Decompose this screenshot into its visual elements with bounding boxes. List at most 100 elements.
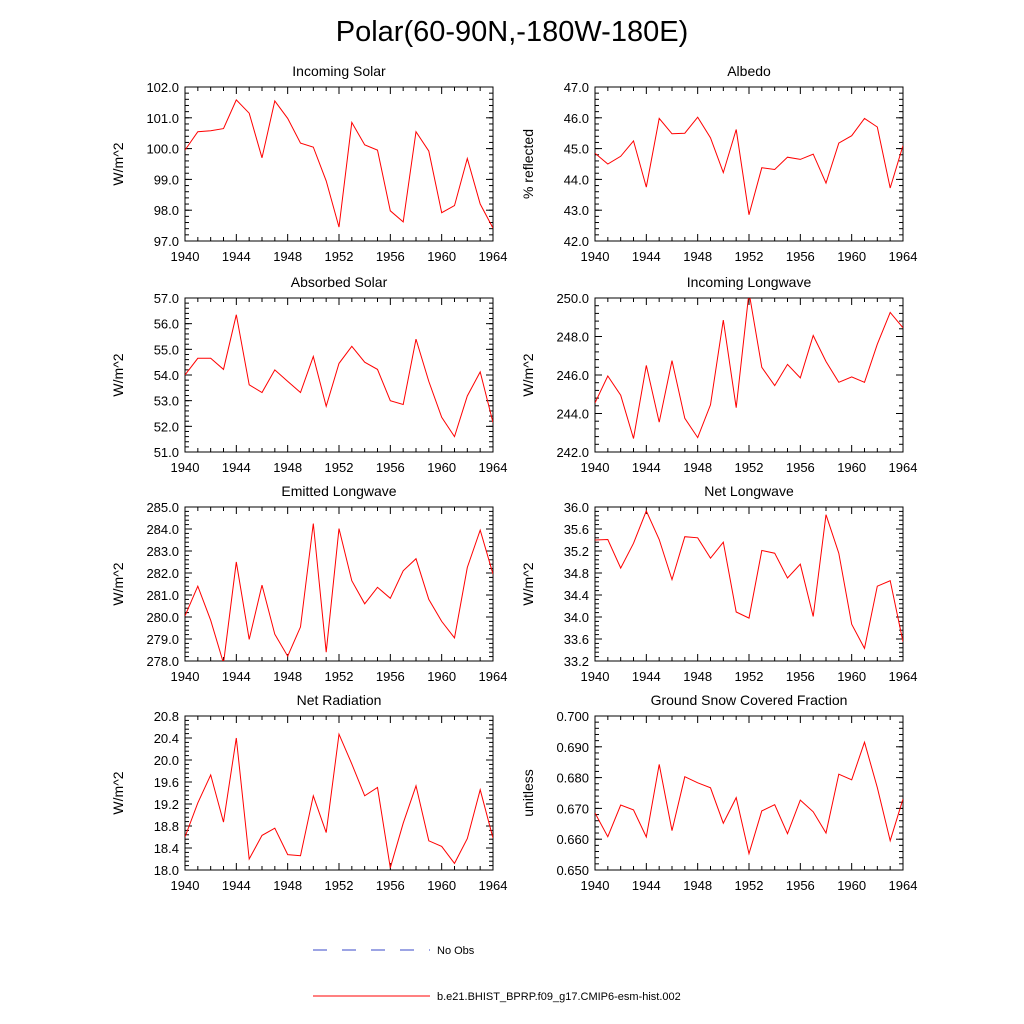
y-tick-label: 0.680	[556, 771, 589, 786]
y-tick-label: 20.0	[154, 753, 179, 768]
plot-frame	[594, 715, 904, 871]
chart-panel-6: 1940 1944 1948 1952 1956 1960 1964 33.2 33.6 34.0…	[520, 483, 917, 684]
y-axis-label: W/m^2	[110, 353, 126, 396]
x-tick-label: 1960	[837, 460, 866, 475]
y-tick-label: 101.0	[146, 111, 179, 126]
figure-title: Polar(60-90N,-180W-180E)	[336, 16, 688, 48]
y-tick-label: 0.700	[556, 709, 589, 724]
y-tick-label: 34.4	[564, 588, 589, 603]
x-tick-label: 1956	[376, 249, 405, 264]
y-tick-label: 36.0	[564, 500, 589, 515]
x-tick-label: 1964	[479, 460, 508, 475]
x-tick-label: 1944	[632, 460, 661, 475]
y-tick-label: 47.0	[564, 80, 589, 95]
x-tick-label: 1964	[889, 669, 918, 684]
plot-frame	[594, 506, 904, 662]
y-tick-label: 57.0	[154, 291, 179, 306]
legend: No Obs b.e21.BHIST_BPRP.f09_g17.CMIP6-es…	[313, 945, 681, 1003]
x-tick-label: 1964	[479, 669, 508, 684]
x-tick-label: 1948	[683, 460, 712, 475]
y-tick-label: 45.0	[564, 142, 589, 157]
x-tick-label: 1948	[273, 669, 302, 684]
y-tick-label: 280.0	[146, 610, 179, 625]
series-line	[595, 509, 903, 650]
chart-panel-1: 1940 1944 1948 1952 1956 1960 1964 97.0 98.0 99.0…	[110, 63, 507, 264]
y-tick-label: 0.690	[556, 740, 589, 755]
y-axis-label: unitless	[520, 769, 536, 816]
x-tick-label: 1952	[735, 249, 764, 264]
plot-frame	[594, 297, 904, 453]
plot-frame	[184, 715, 494, 871]
x-tick-label: 1948	[683, 669, 712, 684]
series-line	[595, 116, 903, 215]
x-tick-label: 1952	[325, 669, 354, 684]
x-tick-label: 1960	[427, 460, 456, 475]
panel-title: Incoming Solar	[292, 63, 386, 79]
x-tick-label: 1960	[427, 878, 456, 893]
plot-frame	[184, 297, 494, 453]
y-tick-label: 35.6	[564, 522, 589, 537]
y-tick-label: 18.0	[154, 863, 179, 878]
x-tick-label: 1960	[427, 669, 456, 684]
x-tick-label: 1944	[222, 249, 251, 264]
y-tick-label: 54.0	[154, 368, 179, 383]
y-tick-label: 55.0	[154, 342, 179, 357]
x-tick-label: 1960	[837, 669, 866, 684]
y-tick-label: 53.0	[154, 394, 179, 409]
y-axis-label: W/m^2	[520, 353, 536, 396]
x-tick-label: 1956	[376, 878, 405, 893]
x-tick-label: 1956	[786, 460, 815, 475]
panel-title: Emitted Longwave	[281, 483, 396, 499]
legend-model-label: b.e21.BHIST_BPRP.f09_g17.CMIP6-esm-hist.…	[437, 991, 681, 1003]
chart-panel-5: 1940 1944 1948 1952 1956 1960 1964 278.0 279.0 28…	[110, 483, 507, 684]
y-tick-label: 99.0	[154, 172, 179, 187]
x-tick-label: 1960	[837, 249, 866, 264]
series-line	[185, 314, 493, 438]
series-line	[185, 523, 493, 661]
y-tick-label: 285.0	[146, 500, 179, 515]
x-tick-label: 1956	[376, 460, 405, 475]
x-tick-label: 1940	[581, 669, 610, 684]
x-tick-label: 1952	[325, 249, 354, 264]
y-tick-label: 97.0	[154, 234, 179, 249]
y-tick-label: 42.0	[564, 234, 589, 249]
x-tick-label: 1940	[171, 249, 200, 264]
panel-title: Net Radiation	[297, 692, 382, 708]
y-tick-label: 34.0	[564, 610, 589, 625]
x-tick-label: 1944	[632, 669, 661, 684]
plot-frame	[594, 86, 904, 242]
y-tick-label: 242.0	[556, 445, 589, 460]
y-tick-label: 43.0	[564, 203, 589, 218]
y-tick-label: 33.2	[564, 654, 589, 669]
x-tick-label: 1940	[581, 249, 610, 264]
x-tick-label: 1948	[683, 249, 712, 264]
plot-frame	[184, 86, 494, 242]
y-tick-label: 0.660	[556, 832, 589, 847]
x-tick-label: 1944	[222, 460, 251, 475]
y-tick-label: 248.0	[556, 330, 589, 345]
y-tick-label: 278.0	[146, 654, 179, 669]
x-tick-label: 1952	[325, 878, 354, 893]
y-tick-label: 18.8	[154, 819, 179, 834]
panel-title: Absorbed Solar	[291, 274, 388, 290]
y-tick-label: 246.0	[556, 368, 589, 383]
panel-title: Ground Snow Covered Fraction	[651, 692, 848, 708]
legend-obs-label: No Obs	[437, 945, 475, 957]
y-axis-label: W/m^2	[520, 562, 536, 605]
y-tick-label: 284.0	[146, 522, 179, 537]
y-axis-label: W/m^2	[110, 142, 126, 185]
x-tick-label: 1964	[479, 249, 508, 264]
x-tick-label: 1944	[632, 878, 661, 893]
y-tick-label: 0.650	[556, 863, 589, 878]
x-tick-label: 1940	[581, 878, 610, 893]
y-tick-label: 20.8	[154, 709, 179, 724]
y-tick-label: 19.6	[154, 775, 179, 790]
y-tick-label: 279.0	[146, 632, 179, 647]
y-tick-label: 46.0	[564, 111, 589, 126]
y-tick-label: 98.0	[154, 203, 179, 218]
x-tick-label: 1940	[581, 460, 610, 475]
y-tick-label: 250.0	[556, 291, 589, 306]
y-tick-label: 0.670	[556, 801, 589, 816]
chart-panel-7: 1940 1944 1948 1952 1956 1960 1964 18.0 18.4 18.8…	[110, 692, 507, 893]
